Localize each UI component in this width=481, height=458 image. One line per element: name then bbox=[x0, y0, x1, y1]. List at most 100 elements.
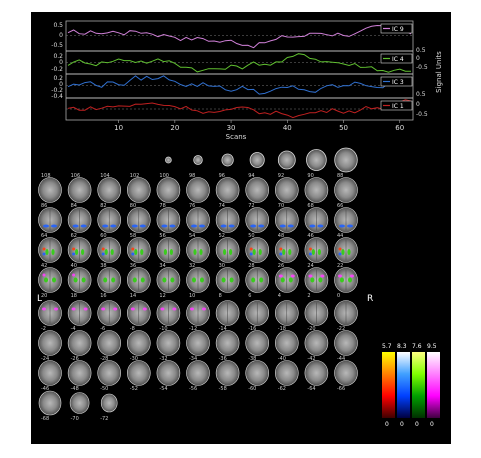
right-tick-label: 0.5 bbox=[416, 91, 426, 98]
slice-z-label: 20 bbox=[41, 293, 47, 299]
axial-slice bbox=[334, 360, 358, 386]
activation-blob bbox=[221, 277, 226, 283]
slice-z-label: -64 bbox=[307, 386, 315, 392]
axial-slice bbox=[186, 330, 210, 356]
colorbar-gradient bbox=[382, 352, 395, 418]
slice-z-label: 52 bbox=[219, 233, 225, 239]
slice-z-label: 108 bbox=[41, 173, 51, 179]
slice-z-label: -8 bbox=[130, 326, 135, 332]
slice-z-label: 14 bbox=[130, 293, 136, 299]
activation-blob bbox=[347, 224, 353, 228]
axial-slice bbox=[186, 360, 210, 386]
colorbar-min-label: 0 bbox=[400, 421, 404, 428]
activation-blob bbox=[308, 274, 313, 278]
activation-blob bbox=[338, 274, 342, 278]
slice-z-label: 40 bbox=[71, 263, 77, 269]
axial-slice bbox=[215, 177, 240, 203]
slice-z-label: 92 bbox=[278, 173, 284, 179]
activation-blob bbox=[200, 277, 204, 283]
slice-z-label: 18 bbox=[71, 293, 77, 299]
axial-slice bbox=[221, 153, 234, 167]
colorbar-max-label: 7.6 bbox=[412, 343, 422, 350]
activation-blob bbox=[131, 247, 135, 251]
slice-z-label: 28 bbox=[248, 263, 254, 269]
slice-z-label: 8 bbox=[219, 293, 222, 299]
activation-blob bbox=[199, 224, 205, 228]
slice-z-label: 34 bbox=[159, 263, 165, 269]
activation-blob bbox=[72, 273, 76, 277]
slice-z-label: 22 bbox=[337, 263, 343, 269]
left-tick-label: 0.2 bbox=[53, 53, 63, 60]
colorbar-gradient bbox=[412, 352, 425, 418]
slice-z-label: 2 bbox=[307, 293, 310, 299]
activation-blob bbox=[130, 307, 135, 311]
slice-z-label: 66 bbox=[337, 203, 343, 209]
slice-z-label: -28 bbox=[100, 356, 108, 362]
activation-blob bbox=[258, 249, 262, 255]
activation-blob bbox=[309, 224, 316, 228]
slice-z-label: 12 bbox=[159, 293, 165, 299]
left-tick-label: -0.2 bbox=[51, 66, 63, 73]
slice-z-label: 32 bbox=[189, 263, 195, 269]
colorbar-gradient bbox=[427, 352, 440, 418]
slice-z-label: 42 bbox=[41, 263, 47, 269]
axial-slice bbox=[67, 360, 92, 386]
activation-blob bbox=[229, 277, 234, 283]
slice-z-label: 104 bbox=[100, 173, 110, 179]
activation-blob bbox=[340, 277, 344, 283]
slice-z-label: -72 bbox=[100, 416, 108, 422]
activation-blob bbox=[341, 249, 345, 255]
activation-blob bbox=[317, 224, 324, 228]
activation-blob bbox=[228, 224, 235, 228]
colorbar-min-label: 0 bbox=[415, 421, 419, 428]
activation-blob bbox=[42, 273, 46, 277]
axial-slice bbox=[97, 330, 121, 356]
activation-blob bbox=[338, 252, 342, 256]
ic-legend-label: IC 3 bbox=[392, 79, 404, 86]
slice-z-label: 30 bbox=[219, 263, 225, 269]
activation-blob bbox=[169, 224, 176, 228]
left-tick-label: 0 bbox=[59, 59, 63, 66]
colorbar-min-label: 0 bbox=[385, 421, 389, 428]
activation-blob bbox=[101, 252, 105, 256]
activation-blob bbox=[347, 249, 351, 255]
activation-blob bbox=[251, 277, 256, 283]
ic-series-line bbox=[67, 24, 412, 49]
slice-z-label: -12 bbox=[189, 326, 197, 332]
activation-blob bbox=[287, 224, 294, 228]
activation-blob bbox=[104, 249, 108, 255]
ic-legend-box bbox=[380, 76, 413, 87]
activation-blob bbox=[111, 277, 116, 283]
activation-blob bbox=[43, 224, 49, 228]
slice-z-label: 44 bbox=[337, 233, 343, 239]
slice-z-label: 90 bbox=[307, 173, 313, 179]
slice-z-label: 50 bbox=[248, 233, 254, 239]
left-orientation-label: L bbox=[37, 294, 43, 304]
axial-slice bbox=[156, 177, 181, 203]
slice-z-label: 98 bbox=[189, 173, 195, 179]
activation-blob bbox=[170, 277, 175, 283]
axial-slice bbox=[38, 177, 62, 203]
axial-slice bbox=[165, 156, 172, 164]
activation-blob bbox=[54, 307, 58, 311]
colorbar-legend: 5.7 0 8.3 0 7.6 0 9.5 0 bbox=[380, 342, 450, 432]
axial-slice bbox=[38, 360, 62, 386]
activation-blob bbox=[339, 224, 345, 228]
slice-z-label: -60 bbox=[248, 386, 256, 392]
activation-blob bbox=[338, 247, 342, 251]
slice-z-label: -14 bbox=[219, 326, 227, 332]
activation-blob bbox=[249, 247, 253, 251]
x-tick-label: 10 bbox=[114, 124, 123, 132]
activation-blob bbox=[110, 224, 117, 228]
left-tick-label: 0 bbox=[59, 81, 63, 88]
axial-slice bbox=[245, 177, 269, 203]
activation-blob bbox=[320, 274, 325, 278]
slice-z-label: 94 bbox=[248, 173, 254, 179]
slice-z-label: -22 bbox=[337, 326, 345, 332]
slice-z-label: -56 bbox=[189, 386, 197, 392]
slice-z-label: 96 bbox=[219, 173, 225, 179]
activation-blob bbox=[73, 277, 78, 283]
slice-z-label: -16 bbox=[248, 326, 256, 332]
activation-blob bbox=[348, 277, 352, 283]
slice-z-label: 78 bbox=[159, 203, 165, 209]
